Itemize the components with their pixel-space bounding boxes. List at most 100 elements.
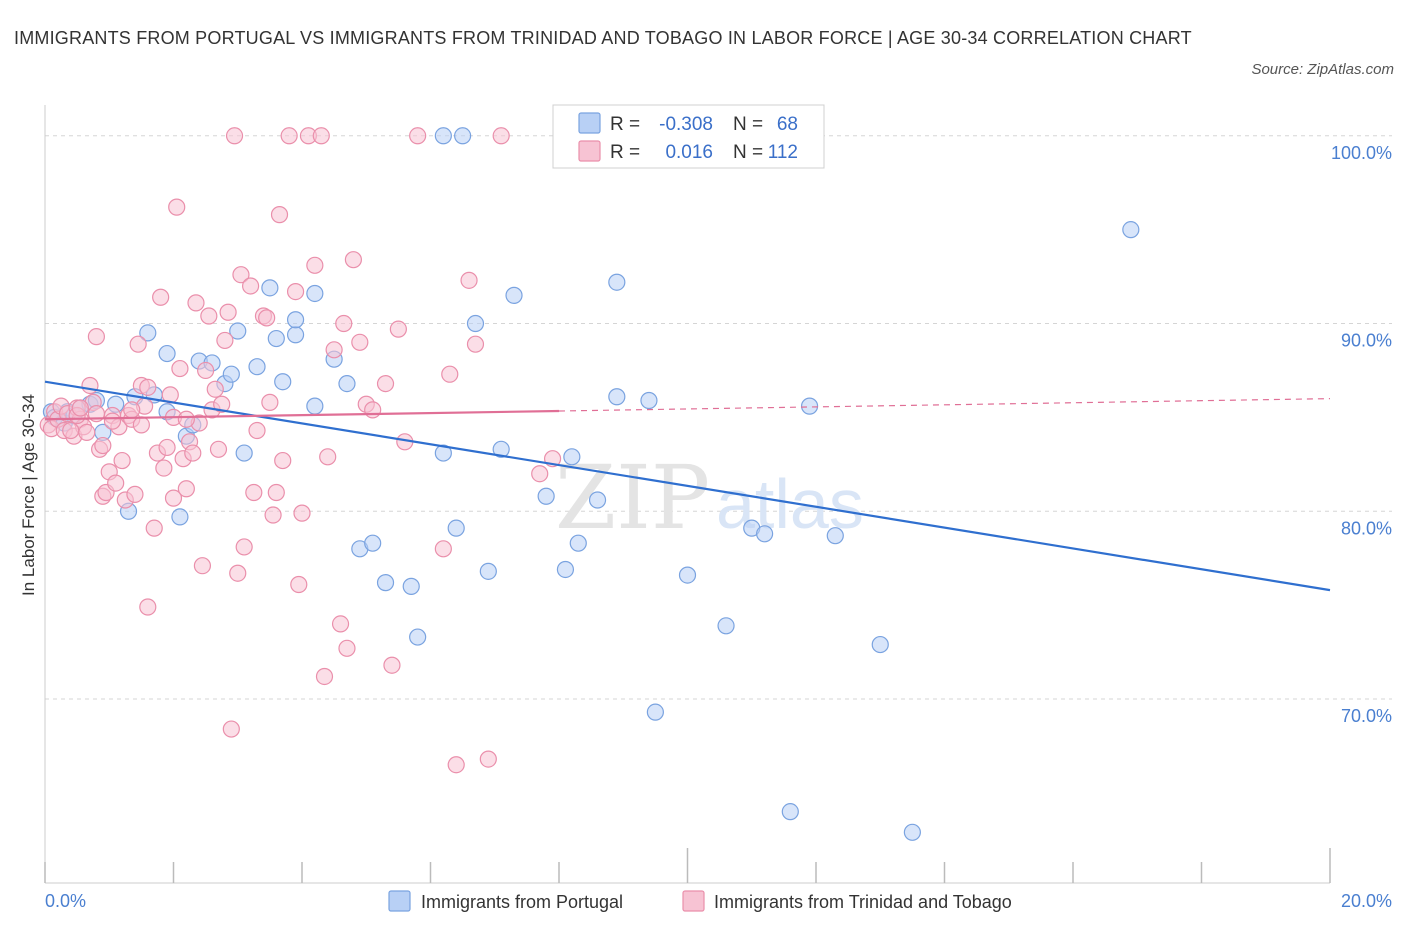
portugal-point	[306, 284, 324, 303]
trinidad-point	[168, 198, 186, 216]
trinidad-point	[344, 251, 362, 269]
trinidad-point	[434, 540, 452, 558]
portugal-point	[338, 374, 356, 393]
trinidad-point	[376, 374, 395, 393]
trinidad-point	[267, 483, 285, 502]
trinidad-point	[222, 720, 240, 738]
legend-r-value-1: 0.016	[665, 142, 713, 163]
portugal-point	[505, 286, 523, 304]
trinidad-point	[145, 519, 163, 537]
portugal-trend-line	[44, 380, 1331, 592]
portugal-point	[286, 326, 305, 344]
trinidad-point	[364, 401, 382, 419]
portugal-point	[1122, 221, 1140, 239]
watermark-zip: ZIP	[555, 446, 710, 549]
source-label: Source: ZipAtlas.com	[1251, 61, 1394, 78]
trinidad-point	[280, 127, 298, 145]
trinidad-point	[129, 335, 147, 353]
trinidad-point	[139, 378, 157, 396]
legend-r-label-0: R =	[610, 114, 640, 135]
trinidad-point	[338, 639, 356, 657]
trinidad-point	[107, 474, 125, 492]
portugal-point	[646, 703, 664, 721]
trinidad-point	[270, 206, 289, 224]
portugal-point	[434, 444, 452, 462]
series-legend-swatch-portugal	[388, 890, 411, 912]
trinidad-point	[164, 489, 183, 507]
trinidad-point	[123, 401, 141, 419]
stats-legend: R = -0.308 N = 68 R = 0.016 N = 112	[552, 104, 825, 169]
x-tick-labels: 0.0% 20.0%	[45, 891, 1392, 911]
legend-n-value-1: 112	[768, 142, 798, 163]
chart-title: IMMIGRANTS FROM PORTUGAL VS IMMIGRANTS F…	[14, 28, 1192, 48]
trinidad-point	[219, 303, 237, 321]
trinidad-point	[225, 127, 244, 145]
trinidad-point	[132, 416, 150, 434]
portugal-point	[556, 560, 575, 579]
portugal-point	[267, 329, 285, 348]
trinidad-point	[492, 127, 510, 145]
portugal-point	[871, 635, 889, 654]
trinidad-point	[274, 451, 292, 470]
trinidad-point	[87, 328, 106, 346]
trinidad-point	[441, 365, 459, 383]
trinidad-point	[62, 421, 80, 440]
gridlines	[45, 135, 1392, 700]
trinidad-point	[71, 399, 89, 417]
trinidad-point	[409, 127, 427, 145]
trinidad-point	[331, 615, 350, 633]
portugal-point	[479, 562, 497, 580]
trinidad-point	[81, 376, 99, 395]
legend-r-value-0: -0.308	[659, 114, 713, 135]
trinidad-point	[242, 277, 260, 295]
y-tick-label: 100.0%	[1331, 143, 1392, 163]
trinidad-point	[383, 656, 401, 674]
trinidad-point	[177, 410, 195, 428]
trinidad-point	[177, 480, 195, 498]
trinidad-point	[325, 341, 343, 359]
series-legend-label-portugal: Immigrants from Portugal	[421, 892, 623, 912]
trinidad-trend-line	[44, 409, 560, 421]
trinidad-point	[293, 504, 311, 522]
x-tick-label: 0.0%	[45, 891, 86, 911]
trinidad-point	[389, 320, 407, 338]
portugal-point	[235, 444, 253, 462]
portugal-point	[492, 440, 510, 458]
series-legend-label-trinidad: Immigrants from Trinidad and Tobago	[714, 892, 1012, 912]
portugal-point	[229, 322, 247, 340]
trinidad-point	[306, 256, 324, 274]
trinidad-point	[139, 598, 157, 616]
portugal-point	[248, 358, 266, 376]
portugal-point	[678, 566, 697, 584]
portugal-point	[563, 448, 581, 466]
trinidad-point	[245, 483, 263, 502]
portugal-point	[376, 574, 395, 592]
portugal-point	[588, 491, 607, 509]
portugal-point	[640, 391, 658, 410]
trinidad-point	[197, 361, 215, 380]
trinidad-point	[206, 380, 224, 398]
portugal-point	[569, 534, 587, 552]
portugal-point	[434, 127, 452, 145]
portugal-point	[402, 577, 420, 595]
trinidad-point	[258, 309, 276, 327]
portugal-point	[608, 273, 626, 291]
axes	[44, 105, 1331, 884]
series-legend-swatch-trinidad	[682, 890, 705, 912]
trinidad-point	[290, 575, 308, 594]
trinidad-point	[447, 756, 465, 774]
portugal-point	[800, 397, 819, 415]
trinidad-point	[286, 283, 305, 301]
portugal-point	[274, 373, 292, 391]
trinidad-point	[264, 506, 282, 524]
trinidad-point	[312, 127, 330, 145]
portugal-point	[171, 508, 189, 526]
trinidad-point	[213, 395, 231, 413]
trinidad-trend-line-dashed	[558, 398, 1331, 412]
portugal-point	[903, 823, 921, 841]
legend-swatch-trinidad	[578, 140, 601, 162]
trinidad-point	[94, 436, 112, 455]
x-tick-label: 20.0%	[1341, 891, 1392, 911]
portugal-point	[717, 617, 735, 635]
trinidad-point	[235, 538, 253, 556]
